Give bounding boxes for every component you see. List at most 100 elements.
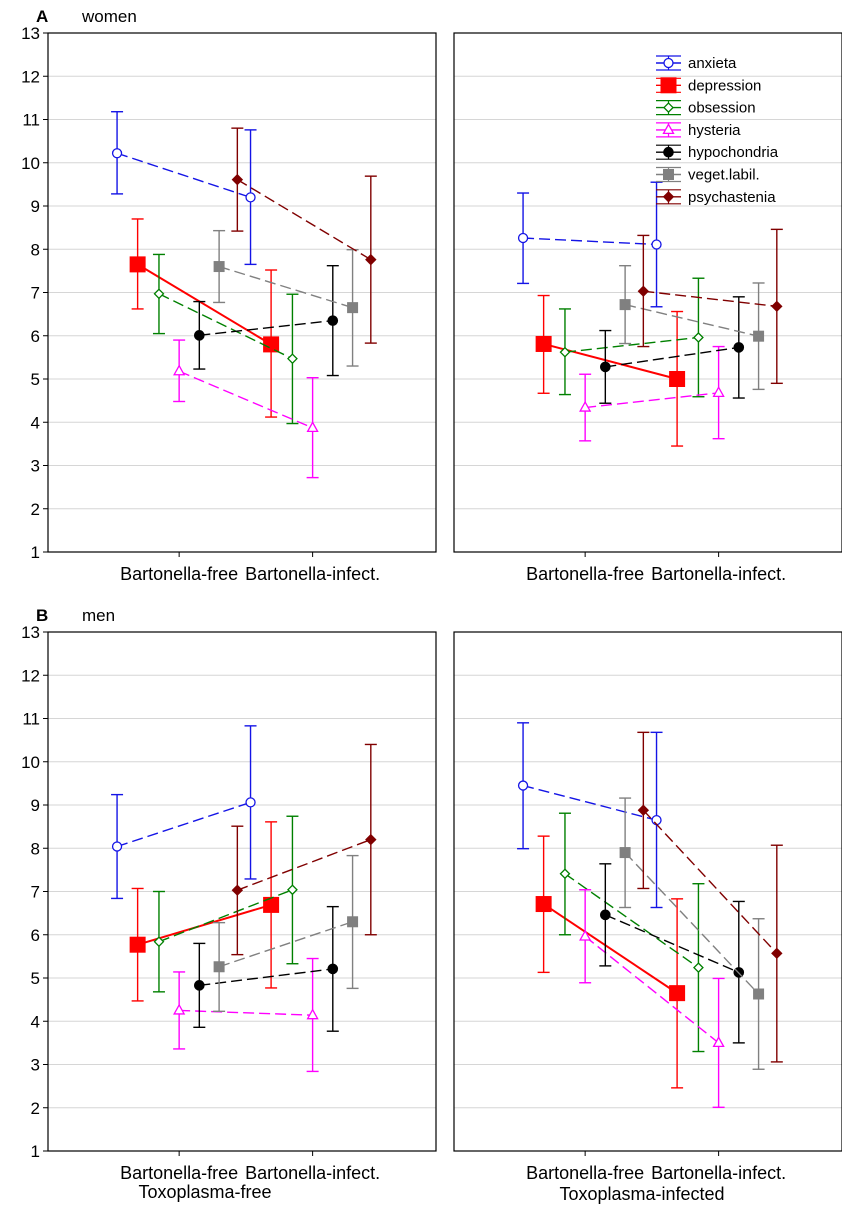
panel-b-subplot-2-series-obsession-point (693, 962, 704, 974)
panel-b-subplot-1-y-tick-label: 6 (31, 926, 40, 945)
panel-a-subplot-1-series-hysteria-point (173, 364, 186, 376)
panel-a-subplot-2-frame (453, 32, 842, 553)
panel-b-subplot-1-series-obsession-point (153, 936, 165, 948)
panel-a-subplot-1-series-anxieta-point (245, 192, 256, 203)
panel-a-subplot-1-series-veget-labil-point (213, 261, 225, 273)
panel-a-subplot-2-series-anxieta-line (523, 237, 657, 246)
panel-a-subplot-1-y-tick-label: 10 (21, 154, 40, 173)
panel-a-subplot-2-series-psychastenia-point (637, 285, 650, 297)
legend-item-veget-labil: veget.labil. (656, 167, 760, 184)
panel-b-subplot-1-series-hypochondria (193, 905, 339, 1032)
panel-b-subplot-2-series-veget-labil-point (619, 847, 631, 859)
panel-a-subplot-2-series-veget-labil-point (753, 330, 765, 342)
panel-a-subplot-1-series-depression-line (137, 263, 272, 346)
panel-b-subplot-1-y-tick-label: 8 (31, 839, 40, 858)
panel-b-subplot-2-series-anxieta-point (651, 814, 662, 826)
panel-a-subplot-2-series-psychastenia (637, 228, 783, 385)
panel-b: B men (36, 606, 115, 625)
panel-a-subplot-1-series-veget-labil-point (347, 302, 359, 314)
panel-b-subplot-1-series-hypochondria-point (327, 963, 339, 975)
legend: anxieta depression obsession hysteria hypoch… (656, 55, 779, 206)
panel-a-subplot-1-y-tick-label: 4 (31, 413, 40, 432)
panel-b-subplot-1-y-tick-label: 4 (31, 1012, 40, 1031)
legend-item-hysteria: hysteria (656, 122, 741, 139)
panel-b-subplot-1-y-tick-label: 10 (21, 753, 40, 772)
panel-a-subplot-2: Bartonella-free Bartonella-infect. (453, 32, 842, 584)
panel-b-subplot-2-frame (453, 631, 842, 1152)
panel-b-subplot-2-series-obsession-line (564, 873, 699, 969)
panel-b-subplot-1-series-anxieta-line (116, 801, 251, 848)
panel-a-subplot-2-series-hysteria (579, 345, 725, 442)
panel-a-subplot-2-series-obsession-line (564, 336, 699, 353)
panel-b-subplot-2-series-veget-labil-line (624, 852, 760, 995)
panel-a-subplot-2-series-anxieta-point (651, 239, 662, 250)
panel-a-subplot-1-y-tick-label: 1 (31, 543, 40, 562)
panel-b-subplot-2-series-depression-point (669, 985, 686, 1002)
panel-b-subplot-1-series-veget-labil-point (213, 961, 225, 973)
panel-a-subplot-1-series-obsession-point (287, 353, 298, 365)
panel-b-subplot-1-series-veget-labil-line (218, 921, 353, 968)
panel-a-subplot-2-x-tick-label: Bartonella-free (526, 564, 644, 584)
panel-b-subplot-2-x-tick-label: Bartonella-free (526, 1163, 644, 1183)
panel-b-subplot-2-series-hypochondria-point (600, 909, 611, 921)
panel-a-subplot-2-series-anxieta (517, 181, 663, 308)
panel-b-subplot-1-x-tick-label: Bartonella-infect. (245, 1163, 380, 1183)
panel-b-subplot-1-x-tick-label: Bartonella-free (120, 1163, 238, 1183)
panel-a-subplot-2-series-depression-point (669, 371, 686, 387)
panel-a-subplot-1-series-veget-labil-line (218, 265, 353, 309)
legend-marker (662, 123, 675, 135)
panel-a-subplot-1-series-psychastenia-point (231, 173, 244, 186)
panel-a-subplot-2-series-hysteria-line (585, 392, 719, 409)
panel-b-subplot-1-y-tick-label: 12 (21, 666, 40, 685)
legend-item-psychastenia: psychastenia (656, 189, 776, 206)
panel-a-subplot-1-y-tick-label: 6 (31, 327, 40, 346)
panel-a-subplot-1-y-tick-label: 2 (31, 500, 40, 519)
panel-a-subplot-2-series-depression (535, 294, 686, 447)
legend-label: obsession (688, 100, 756, 117)
panel-a-subplot-2-series-psychastenia-point (771, 300, 783, 313)
panel-b-subplot-2-series-anxieta-point (517, 780, 529, 791)
legend-marker (662, 191, 675, 203)
panel-a-subplot-1-series-depression-point (263, 336, 280, 353)
panel-b-subplot-1-y-tick-label: 5 (31, 969, 40, 988)
panel-a-subplot-2-series-veget-labil-line (624, 303, 759, 337)
panel-a-subplot-2-series-obsession (558, 277, 705, 398)
panel-a-subplot-2-series-veget-labil (619, 264, 765, 391)
panel-a-subplot-1-y-tick-label: 12 (21, 67, 40, 86)
panel-a-subplot-1-series-hysteria (173, 339, 319, 479)
panel-b-subplot-1-y-tick-label: 3 (31, 1056, 40, 1075)
panel-a-subplot-1-series-anxieta-point (111, 148, 123, 159)
panel-b-subplot-1-series-hysteria-point (306, 1008, 319, 1020)
panel-b-subplot-2-series-depression-point (535, 896, 552, 913)
panel-b-title: men (82, 606, 115, 625)
legend-marker (660, 77, 677, 94)
panel-a-subplot-1-series-depression (129, 218, 280, 418)
panel-b-subplot-1-series-psychastenia-point (231, 884, 244, 896)
panel-b-subplot-2-series-hysteria-point (579, 929, 592, 941)
panel-b-subplot-2-series-psychastenia-line (642, 809, 778, 954)
panel-b-subplot-1-y-tick-label: 9 (31, 796, 40, 815)
panel-b-subplot-2-series-depression (535, 835, 686, 1089)
panel-b-subplot-1-y-tick-label: 2 (31, 1099, 40, 1118)
panel-a-subplot-1-y-tick-label: 7 (31, 284, 40, 303)
panel-b-subplot-1-series-hysteria-point (173, 1003, 186, 1015)
panel-a-subplot-1-series-psychastenia-point (365, 253, 377, 266)
legend-item-hypochondria: hypochondria (656, 144, 779, 161)
panel-b-subplot-2: Bartonella-free Bartonella-infect. (453, 631, 842, 1183)
legend-marker (663, 146, 674, 158)
legend-label: depression (688, 77, 761, 94)
legend-label: anxieta (688, 55, 737, 72)
panel-b-subplot-2-series-depression-line (543, 903, 678, 994)
panel-a-subplot-1-series-psychastenia (231, 127, 377, 344)
panel-b-subplot-1-series-depression-point (129, 936, 146, 953)
panel-a-title: women (81, 7, 137, 26)
panel-b-subplot-1-series-veget-labil (213, 854, 359, 1013)
panel-a-subplot-1-series-obsession-line (158, 293, 293, 360)
panel-b-subplot-2-series-psychastenia-point (637, 804, 650, 816)
panel-a-subplot-1-y-tick-label: 11 (22, 111, 40, 130)
legend-marker (663, 57, 674, 69)
legend-item-anxieta: anxieta (656, 55, 737, 72)
panel-a-subplot-2-series-hypochondria-line (605, 346, 739, 368)
